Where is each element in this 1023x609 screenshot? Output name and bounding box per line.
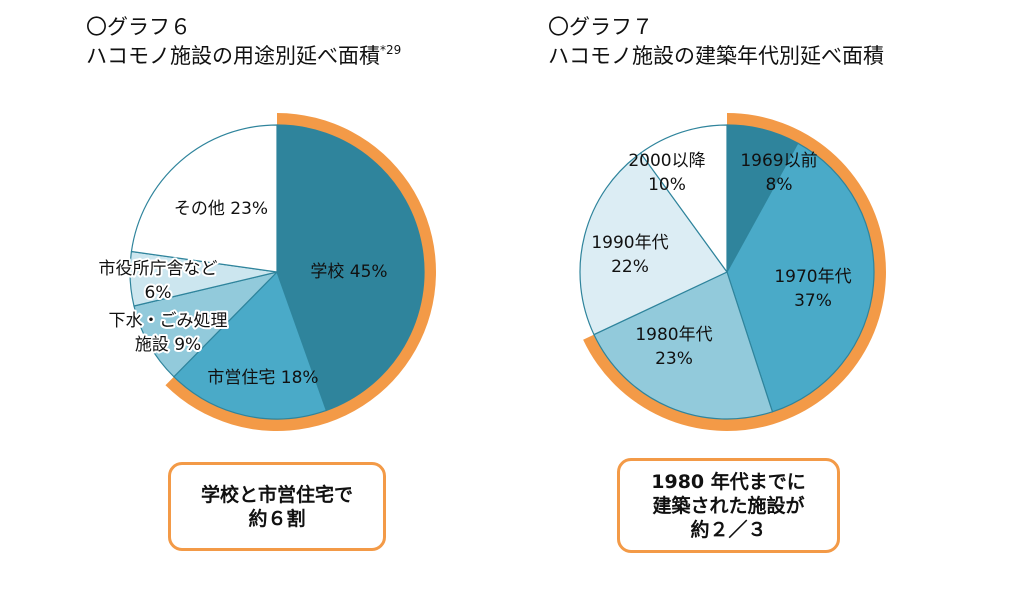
chart7-callout: 1980 年代までに 建築された施設が 約２／３ [617,458,840,553]
chart7-callout-text: 1980 年代までに 建築された施設が 約２／３ [651,470,806,542]
chart7-pie: 1969以前 8%1970年代 37%1980年代 23%1990年代 22%2000以… [0,0,1023,609]
chart6-callout-text: 学校と市営住宅で 約６割 [201,483,353,531]
chart6-callout: 学校と市営住宅で 約６割 [168,462,386,551]
